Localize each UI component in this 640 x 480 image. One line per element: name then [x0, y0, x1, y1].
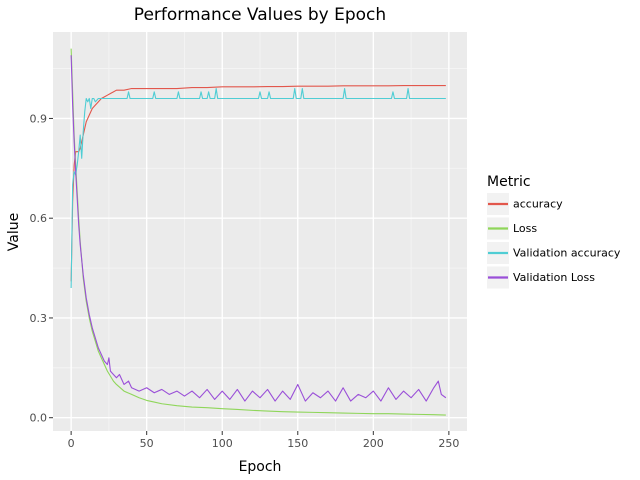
x-tick-label: 250: [438, 437, 459, 450]
series-line-validation-loss: [70, 55, 447, 402]
x-tick-label: 0: [68, 437, 75, 450]
x-tick-label: 150: [287, 437, 308, 450]
x-tick-label: 100: [212, 437, 233, 450]
x-tick-label: 50: [140, 437, 154, 450]
legend-title: Metric: [487, 174, 531, 190]
x-axis: 0 50 100 150 200 250: [68, 431, 459, 450]
legend-label: Loss: [513, 222, 537, 235]
y-tick-label: 0.3: [30, 312, 48, 325]
y-axis: 0.0 0.3 0.6 0.9: [30, 112, 53, 425]
legend-label: Validation Loss: [513, 271, 595, 284]
x-tick-label: 200: [363, 437, 384, 450]
y-tick-label: 0.6: [30, 212, 48, 225]
y-axis-title: Value: [6, 213, 22, 251]
chart-title: Performance Values by Epoch: [134, 5, 386, 25]
series-lines: [70, 48, 447, 416]
y-tick-label: 0.0: [30, 412, 48, 425]
legend: Metric accuracy Loss Validation accuracy Va…: [487, 174, 621, 289]
series-line-validation-accuracy: [70, 87, 446, 289]
legend-label: accuracy: [513, 198, 563, 211]
x-axis-title: Epoch: [239, 459, 282, 475]
y-tick-label: 0.9: [30, 112, 48, 125]
legend-label: Validation accuracy: [513, 247, 621, 260]
